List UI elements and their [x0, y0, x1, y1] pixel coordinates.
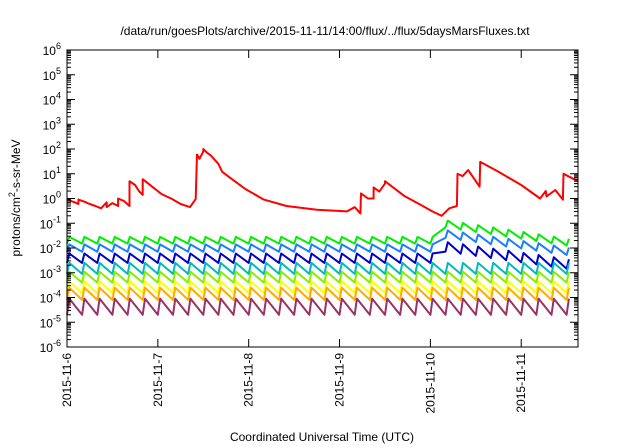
x-tick-label: 2015-11-9 — [333, 353, 347, 407]
x-tick-label: 2015-11-6 — [60, 353, 74, 407]
y-tick-label: 105 — [43, 66, 61, 83]
x-tick-label: 2015-11-11 — [514, 353, 528, 413]
chart-title: /data/run/goesPlots/archive/2015-11-11/1… — [120, 24, 530, 38]
y-axis-label-rest: -s-sr-MeV — [9, 139, 23, 192]
y-tick-label: 103 — [43, 115, 61, 132]
series-line-6 — [66, 270, 570, 284]
series-line-5 — [66, 261, 570, 275]
series-line-1 — [66, 148, 579, 217]
y-axis-label: protons/cm2-s-sr-MeV — [7, 139, 23, 256]
plot-series — [66, 148, 579, 316]
y-axis-label-sup: 2 — [7, 192, 17, 197]
y-tick-label: 106 — [43, 41, 61, 58]
x-axis: 2015-11-6 2015-11-7 2015-11-8 2015-11-9 2015… — [60, 50, 528, 414]
y-tick-label: 101 — [43, 165, 61, 182]
y-tick-label: 10-1 — [40, 214, 61, 231]
x-tick-label: 2015-11-7 — [151, 353, 165, 407]
x-axis-label: Coordinated Universal Time (UTC) — [230, 430, 414, 444]
series-line-3 — [66, 229, 570, 256]
series-line-2 — [66, 219, 570, 247]
series-line-9 — [66, 297, 570, 316]
y-axis-label-base: protons/cm — [9, 197, 23, 256]
y-axis: 10-6 10-5 10-4 10-3 10-2 10-1 100 101 102 103 104 1… — [40, 41, 578, 355]
y-tick-label: 10-4 — [40, 289, 61, 306]
x-tick-label: 2015-11-10 — [423, 353, 437, 414]
y-tick-label: 102 — [43, 140, 61, 157]
y-tick-label: 10-6 — [40, 338, 61, 355]
series-line-4 — [66, 241, 570, 270]
y-tick-label: 10-3 — [40, 264, 61, 281]
series-line-7 — [66, 280, 570, 295]
y-tick-label: 100 — [43, 190, 61, 207]
x-tick-label: 2015-11-8 — [242, 353, 256, 407]
series-line-8 — [66, 286, 570, 301]
y-tick-label: 104 — [43, 91, 61, 108]
y-tick-label: 10-5 — [40, 313, 61, 330]
y-tick-label: 10-2 — [40, 239, 61, 256]
